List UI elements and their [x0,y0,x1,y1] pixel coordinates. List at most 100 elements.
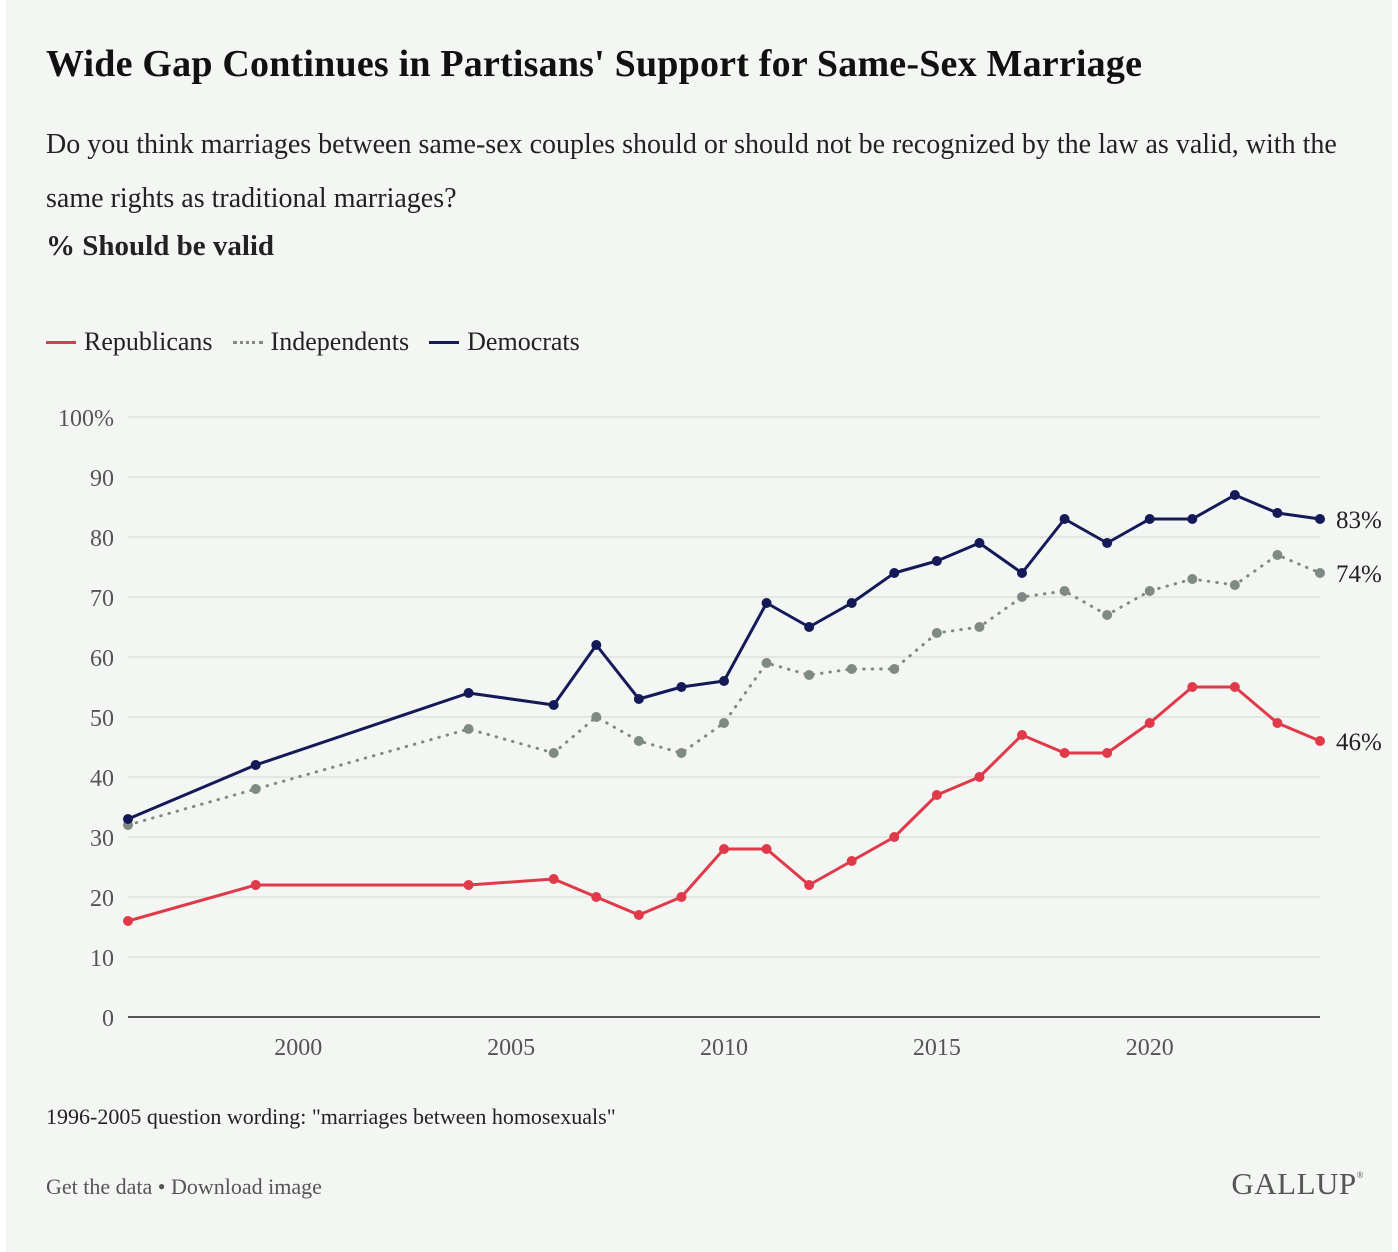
x-tick-label-2010: 2010 [700,1035,748,1061]
data-point-independents-2021 [1187,574,1198,584]
data-point-republicans-2018 [1059,748,1070,758]
data-point-independents-2007 [591,712,602,722]
data-point-republicans-2019 [1102,748,1113,758]
legend-label-independents: Independents [270,327,410,356]
data-point-republicans-2009 [676,892,687,902]
y-tick-label-80: 80 [90,526,114,552]
data-point-republicans-2010 [719,844,729,854]
data-point-democrats-2014 [889,568,900,578]
y-tick-label-50: 50 [90,706,114,732]
series-line-democrats [126,493,1322,821]
y-tick-label-90: 90 [90,466,114,492]
data-point-republicans-2015 [931,790,942,800]
data-point-independents-2020 [1144,586,1155,596]
data-point-independents-2008 [633,736,644,746]
data-point-republicans-2004 [463,880,474,890]
end-label-republicans: 46% [1336,729,1382,756]
data-point-democrats-2020 [1144,514,1155,524]
data-point-democrats-2016 [974,538,985,548]
data-point-independents-2012 [804,670,815,680]
data-point-republicans-2014 [889,832,900,842]
gallup-logo-text: GALLUP [1231,1166,1357,1201]
legend-swatch-democrats [429,340,460,344]
data-point-independents-2009 [676,748,687,758]
data-point-independents-2015 [931,628,942,638]
data-point-republicans-2021 [1187,682,1198,692]
data-point-democrats-2015 [931,556,942,566]
data-point-republicans-2007 [591,892,602,902]
download-image-link[interactable]: Download image [171,1174,322,1199]
data-point-independents-2018 [1059,586,1070,596]
data-point-democrats-2004 [463,688,474,698]
legend-swatch-republicans [46,340,76,344]
end-label-democrats: 83% [1336,507,1382,534]
legend-item-democrats: Democrats [429,327,580,357]
data-point-republicans-2024 [1315,736,1325,746]
data-point-republicans-2013 [846,856,857,866]
data-point-democrats-2010 [719,676,729,686]
footer-separator: • [152,1174,171,1199]
data-point-republicans-1996 [123,916,133,926]
data-point-republicans-2020 [1144,718,1155,728]
data-point-democrats-2006 [548,700,559,710]
data-point-republicans-2006 [548,874,559,884]
data-point-republicans-2012 [804,880,815,890]
data-point-democrats-2008 [633,694,644,704]
y-tick-label-100: 100% [58,406,114,432]
chart-card: Wide Gap Continues in Partisans' Support… [6,0,1392,1252]
data-point-republicans-2016 [974,772,985,782]
data-point-democrats-2009 [676,682,687,692]
data-point-democrats-2021 [1187,514,1198,524]
data-point-democrats-1996 [123,814,133,824]
legend-swatch-independents [232,340,263,344]
series-line-independents [126,553,1322,827]
data-point-independents-2023 [1272,550,1283,560]
y-tick-label-70: 70 [90,586,114,612]
data-point-democrats-2022 [1229,490,1240,500]
chart-measure: % Should be valid [46,230,275,262]
chart-subtitle: Do you think marriages between same-sex … [46,129,1337,214]
data-point-republicans-2023 [1272,718,1283,728]
x-tick-label-2015: 2015 [913,1035,961,1061]
data-point-independents-2019 [1102,610,1113,620]
data-point-independents-2004 [463,724,474,734]
y-tick-label-20: 20 [90,886,114,912]
data-point-republicans-2011 [761,844,772,854]
y-tick-label-0: 0 [102,1006,114,1032]
footer-links: Get the data • Download image [46,1174,322,1200]
data-point-independents-2010 [719,718,729,728]
data-point-democrats-2018 [1059,514,1070,524]
y-tick-label-60: 60 [90,646,114,672]
y-tick-label-40: 40 [90,766,114,792]
data-point-independents-2006 [548,748,559,758]
gallup-logo-mark: ® [1356,1170,1364,1180]
x-tick-label-2020: 2020 [1126,1035,1174,1061]
data-point-democrats-2017 [1017,568,1027,578]
data-point-independents-2013 [846,664,857,674]
data-point-independents-2017 [1017,592,1027,602]
x-tick-label-2000: 2000 [274,1035,322,1061]
chart-title: Wide Gap Continues in Partisans' Support… [46,43,1143,85]
data-point-republicans-2008 [633,910,644,920]
get-data-link[interactable]: Get the data [46,1174,153,1199]
data-point-democrats-2013 [846,598,857,608]
legend-label-republicans: Republicans [84,327,213,356]
data-point-independents-2014 [889,664,900,674]
data-point-democrats-2024 [1315,514,1325,524]
x-tick-label-2005: 2005 [487,1035,535,1061]
data-point-republicans-2017 [1017,730,1027,740]
question-wording-note: 1996-2005 question wording: "marriages b… [46,1104,616,1129]
legend: Republicans Independents Democrats [46,324,600,360]
data-point-democrats-2007 [591,640,602,650]
series-line-republicans [126,685,1322,923]
end-label-independents: 74% [1336,561,1382,588]
data-point-democrats-2019 [1102,538,1113,548]
y-tick-label-10: 10 [90,946,114,972]
legend-item-independents: Independents [232,327,410,357]
data-point-independents-2022 [1229,580,1240,590]
data-point-democrats-2011 [761,598,772,608]
legend-label-democrats: Democrats [467,327,580,356]
y-tick-label-30: 30 [90,826,114,852]
legend-item-republicans: Republicans [46,327,213,357]
